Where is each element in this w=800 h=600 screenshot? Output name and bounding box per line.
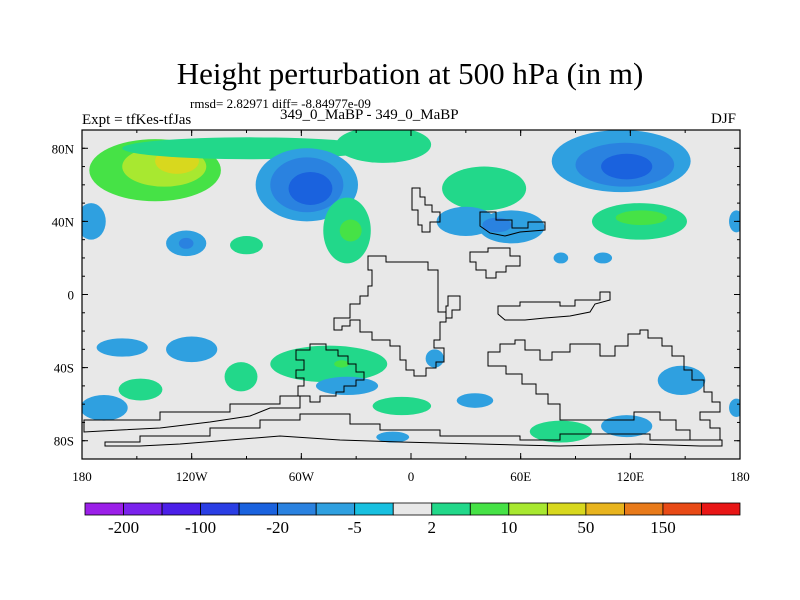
colorbar-swatch-3: [200, 502, 240, 516]
continent-outline-middle-east: [445, 295, 461, 319]
colorbar-swatch-1: [123, 502, 163, 516]
colorbar-label-2: -20: [266, 518, 289, 537]
contour-region-21: [601, 153, 653, 180]
case-label: 349_0_MaBP - 349_0_MaBP: [280, 107, 459, 123]
continent-outline-asia-fragment: [479, 211, 546, 237]
x-tick-label-1: 120W: [176, 469, 209, 484]
colorbar-swatch-2: [161, 502, 201, 516]
continent-outline-antarctica: [104, 413, 723, 447]
colorbar-swatch-12: [546, 502, 587, 516]
x-tick-label-4: 60E: [510, 469, 531, 484]
contour-region-39: [601, 415, 653, 438]
colorbar-swatch-15: [662, 502, 702, 516]
contour-region-31: [270, 345, 388, 383]
contour-region-6: [288, 172, 333, 205]
colorbar-label-6: 50: [577, 518, 594, 537]
contour-region-26: [96, 338, 148, 357]
contour-region-27: [166, 336, 218, 363]
colorbar-swatch-14: [624, 502, 664, 516]
continent-outline-australia: [487, 329, 721, 441]
colorbar-label-1: -100: [185, 518, 216, 537]
continent-outlines: [83, 187, 723, 447]
contour-region-32: [334, 360, 349, 368]
colorbar: -200 -100 -20 -5 2 10 50 150: [84, 502, 741, 537]
contour-region-41: [729, 398, 740, 417]
colorbar-label-7: 150: [650, 518, 676, 537]
season-label: DJF: [711, 111, 737, 127]
experiment-label: Expt = tfKes-tfJas: [82, 112, 192, 128]
x-tick-label-6: 180: [730, 469, 750, 484]
colorbar-label-5: 10: [500, 518, 517, 537]
continent-outline-maritime-asia: [497, 291, 611, 321]
y-tick-label-0: 80N: [52, 141, 75, 156]
contour-region-11: [336, 130, 432, 163]
continent-outline-africa-america: [333, 255, 447, 377]
colorbar-swatch-13: [585, 502, 625, 516]
contour-region-17: [482, 217, 512, 233]
contour-region-35: [372, 396, 432, 416]
y-tick-label-3: 40S: [54, 361, 74, 376]
colorbar-swatch-6: [315, 502, 356, 516]
map-axes: 180 120W 60W 0 60E 120E 180 80N 40N 0 40S 80S: [52, 129, 750, 484]
y-tick-label-4: 80S: [54, 434, 74, 449]
colorbar-swatch-9: [431, 502, 471, 516]
colorbar-swatch-4: [238, 502, 279, 516]
colorbar-swatch-16: [701, 502, 741, 516]
contour-region-37: [456, 393, 494, 408]
contour-region-9: [178, 237, 194, 249]
rmsd-diff-stats: rmsd= 2.82971 diff= -8.84977e-09: [190, 96, 371, 111]
colorbar-swatch-5: [277, 502, 317, 516]
continent-outline-europe: [411, 187, 441, 233]
contour-region-38: [529, 420, 592, 443]
y-tick-label-2: 0: [68, 288, 75, 303]
colorbar-label-3: -5: [348, 518, 362, 537]
colorbar-swatch-10: [469, 502, 510, 516]
continent-outline-antarctic-rim: [83, 395, 301, 433]
x-tick-label-3: 0: [408, 469, 415, 484]
colorbar-swatch-7: [354, 502, 394, 516]
contour-region-30: [82, 395, 128, 421]
contour-region-14: [442, 166, 527, 211]
contour-region-36: [376, 431, 410, 443]
x-tick-label-5: 120E: [617, 469, 645, 484]
y-tick-label-1: 40N: [52, 214, 75, 229]
contour-region-10: [230, 236, 263, 255]
x-tick-label-2: 60W: [289, 469, 315, 484]
chart-title: Height perturbation at 500 hPa (in m): [176, 56, 644, 91]
contour-region-7: [82, 203, 106, 240]
continent-outline-south-america: [295, 343, 365, 403]
colorbar-swatch-11: [508, 502, 548, 516]
contour-region-29: [118, 378, 163, 401]
colorbar-label-4: 2: [428, 518, 437, 537]
colorbar-swatch-8: [392, 502, 433, 516]
contour-region-25: [593, 252, 613, 264]
contour-region-13: [339, 219, 362, 242]
colorbar-swatch-0: [84, 502, 124, 516]
contour-region-40: [657, 365, 706, 396]
x-tick-label-0: 180: [72, 469, 92, 484]
contour-region-18: [553, 252, 569, 264]
continent-outline-central-asia: [469, 247, 521, 279]
contour-region-28: [224, 362, 258, 392]
contour-region-23: [615, 210, 667, 226]
contour-regions: [82, 130, 740, 443]
contour-region-34: [425, 349, 444, 368]
colorbar-label-0: -200: [108, 518, 139, 537]
